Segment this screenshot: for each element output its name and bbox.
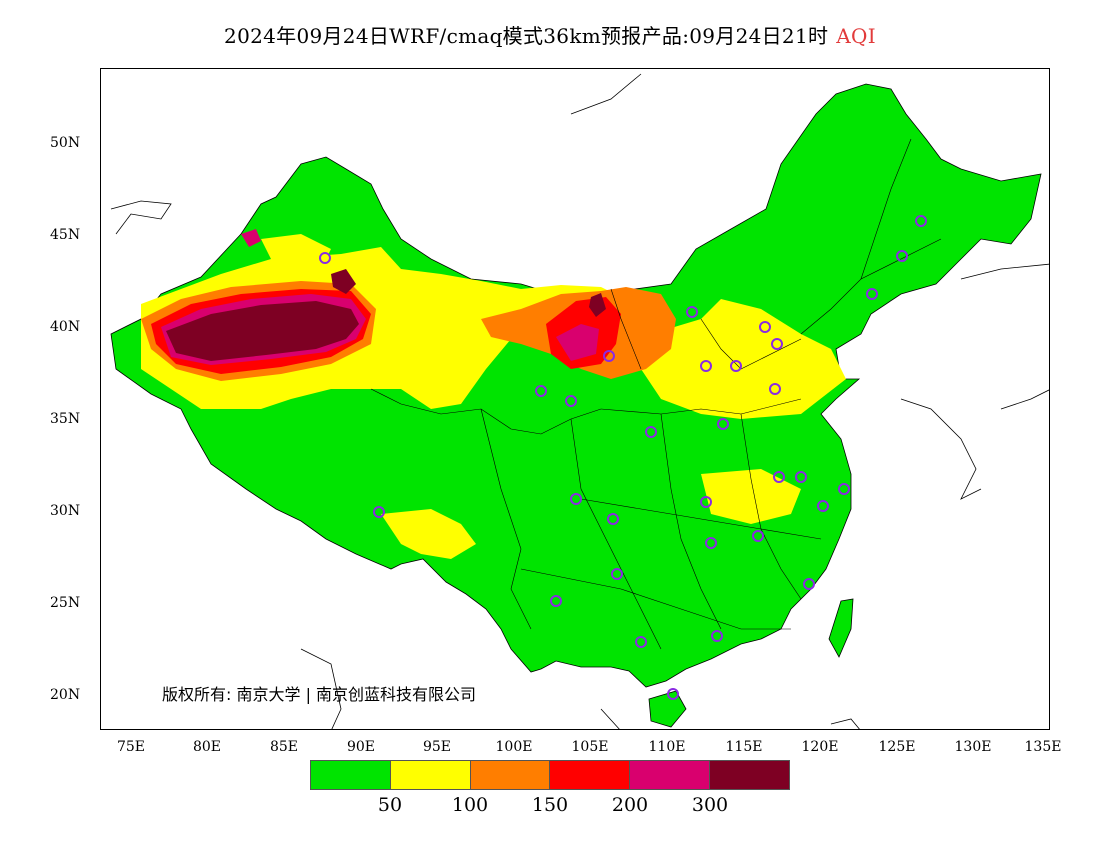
lon-label-130e: 130E <box>954 739 992 755</box>
lon-label-115e: 115E <box>725 739 763 755</box>
coastlines <box>110 73 1049 729</box>
lat-label-35n: 35N <box>50 411 81 427</box>
legend-swatch-sensitive <box>470 761 551 789</box>
aqi-zone-hazardous <box>589 293 606 317</box>
lat-label-50n: 50N <box>50 135 81 151</box>
lon-label-85e: 85E <box>269 739 299 755</box>
legend-swatch-very-unhealthy <box>630 761 711 789</box>
legend-label-200: 200 <box>611 794 649 816</box>
legend-label-150: 150 <box>531 794 569 816</box>
lat-label-30n: 30N <box>50 503 81 519</box>
aqi-zone-very-unhealthy <box>556 324 599 361</box>
lon-label-120e: 120E <box>801 739 839 755</box>
title-product: AQI <box>836 24 876 48</box>
lon-label-90e: 90E <box>346 739 376 755</box>
aqi-legend-colorbar <box>310 760 790 790</box>
aqi-zone-moderate <box>701 469 801 524</box>
legend-swatch-unhealthy <box>550 761 631 789</box>
legend-swatch-hazardous <box>710 761 789 789</box>
legend-label-50: 50 <box>377 794 403 816</box>
lat-label-45n: 45N <box>50 227 81 243</box>
copyright-text: 版权所有: 南京大学 | 南京创蓝科技有限公司 <box>162 685 477 704</box>
legend-label-100: 100 <box>451 794 489 816</box>
lat-label-25n: 25N <box>50 595 81 611</box>
lat-label-40n: 40N <box>50 319 81 335</box>
lon-label-75e: 75E <box>116 739 146 755</box>
lon-label-100e: 100E <box>495 739 533 755</box>
legend-swatch-good <box>311 761 391 789</box>
lon-label-95e: 95E <box>422 739 452 755</box>
aqi-zone-moderate <box>381 509 476 559</box>
aqi-legend-labels: 50 100 150 200 300 <box>310 794 790 818</box>
hainan-island <box>648 690 687 728</box>
lon-label-80e: 80E <box>192 739 222 755</box>
title-text: 2024年09月24日WRF/cmaq模式36km预报产品:09月24日21时 <box>224 24 829 48</box>
province-borders <box>370 138 942 650</box>
legend-label-300: 300 <box>691 794 729 816</box>
aqi-zone-hazardous <box>331 269 356 294</box>
lon-label-105e: 105E <box>571 739 609 755</box>
lon-label-125e: 125E <box>878 739 916 755</box>
taiwan-island <box>828 598 854 658</box>
map-frame <box>100 68 1050 730</box>
aqi-zone-moderate <box>261 234 331 279</box>
aqi-zone-very-unhealthy <box>241 229 261 247</box>
map-title: 2024年09月24日WRF/cmaq模式36km预报产品:09月24日21时 A… <box>0 20 1100 49</box>
legend-swatch-moderate <box>390 761 471 789</box>
aqi-map <box>110 73 1049 729</box>
lon-label-135e: 135E <box>1024 739 1062 755</box>
lat-label-20n: 20N <box>50 687 81 703</box>
station-markers <box>319 215 927 700</box>
aqi-zone-hazardous <box>166 301 359 361</box>
lon-label-110e: 110E <box>648 739 686 755</box>
